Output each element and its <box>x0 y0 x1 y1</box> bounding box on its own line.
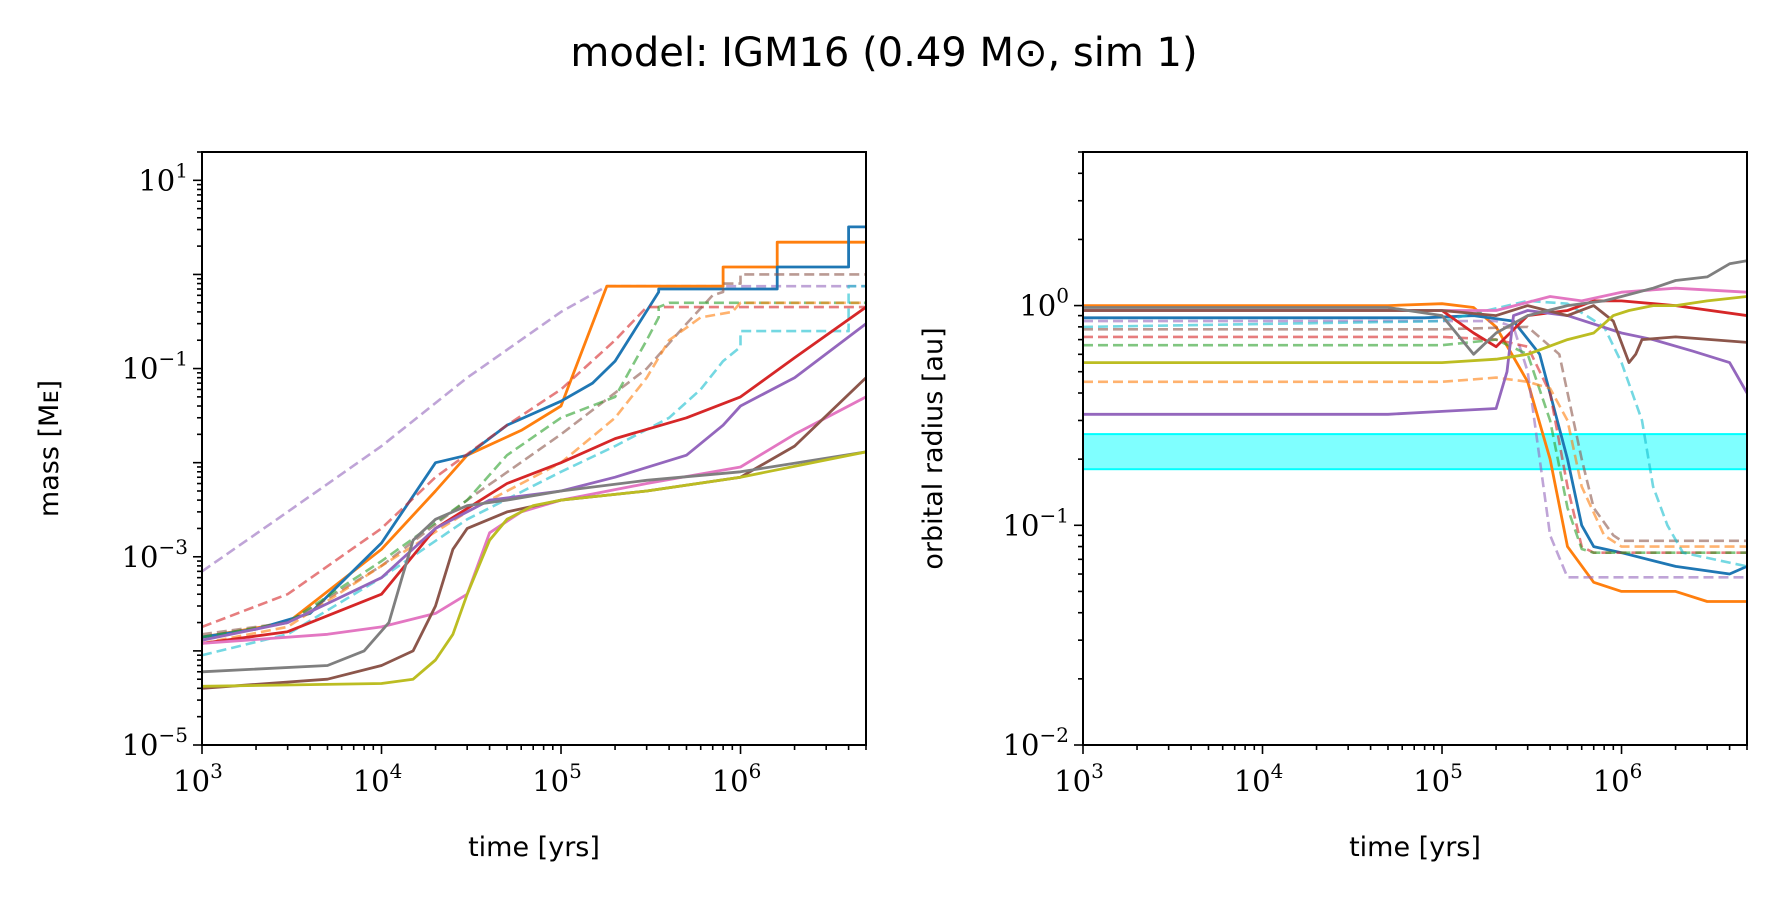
right-series-gray <box>1083 259 1747 356</box>
left-series-cyan-dashed <box>202 284 866 657</box>
left-series-red <box>202 305 866 645</box>
right-series-brown <box>1083 304 1747 365</box>
left-plot-area <box>202 225 866 690</box>
left-series-olive <box>202 450 866 688</box>
left-y-tick-label: 10−1 <box>122 347 188 386</box>
left-y-tick-label: 10−5 <box>122 723 188 762</box>
left-y-axis-label: mass [Mᴇ] <box>34 380 65 517</box>
left-series-orange-dashed <box>202 301 866 645</box>
left-series-purple <box>202 322 866 642</box>
left-series-blue <box>202 225 866 639</box>
right-series-orange <box>1083 302 1747 603</box>
right-series-olive <box>1083 295 1747 365</box>
left-x-tick-label: 106 <box>712 759 762 798</box>
left-series-gray <box>202 450 866 674</box>
right-x-tick-label: 103 <box>1054 759 1104 798</box>
right-series-purple <box>1083 309 1747 416</box>
right-series-brown-dashed <box>1083 325 1747 543</box>
right-habitable-band <box>1083 433 1747 471</box>
right-x-tick-label: 106 <box>1593 759 1643 798</box>
orbital-radius-panel: 103 104 105 106 10−2 10−1 100 time [yrs] orbital… <box>918 151 1748 863</box>
left-x-axis-label: time [yrs] <box>468 832 600 863</box>
right-x-tick-label: 105 <box>1413 759 1463 798</box>
figure-title: model: IGM16 (0.49 M⊙, sim 1) <box>570 30 1197 76</box>
right-plot-area <box>1083 259 1747 603</box>
right-x-axis-label: time [yrs] <box>1349 832 1481 863</box>
left-x-tick-label: 104 <box>353 759 403 798</box>
left-x-tick-label: 105 <box>532 759 582 798</box>
right-y-axis-label: orbital radius [au] <box>918 327 949 569</box>
right-series-orange-dashed <box>1083 376 1747 548</box>
right-x-tick-label: 104 <box>1234 759 1284 798</box>
right-y-tick-label: 10−1 <box>1003 503 1069 542</box>
mass-panel: 103 104 105 106 10−5 10−3 10−1 101 time [yrs] mas… <box>34 151 867 863</box>
right-y-tick-label: 10−2 <box>1003 723 1069 762</box>
left-y-tick-label: 101 <box>138 158 188 197</box>
right-series-cyan-dashed <box>1083 299 1747 568</box>
right-series-green-dashed <box>1083 338 1747 555</box>
left-x-tick-label: 103 <box>173 759 223 798</box>
right-y-tick-label: 100 <box>1019 284 1069 323</box>
left-series-green-dashed <box>202 301 866 639</box>
left-y-tick-label: 10−3 <box>122 535 188 574</box>
left-series-red-dashed <box>202 305 866 629</box>
